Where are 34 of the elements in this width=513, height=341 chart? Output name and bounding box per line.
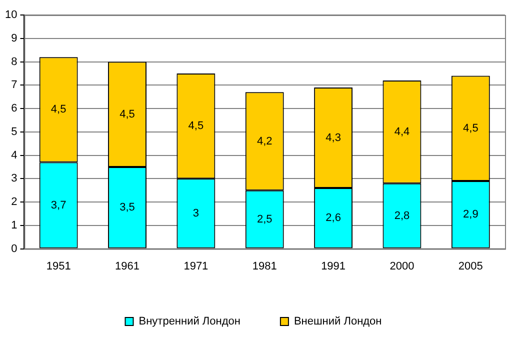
data-label: 2,5 <box>256 213 272 226</box>
data-label: 2,9 <box>463 208 478 221</box>
data-label: 4,3 <box>326 132 341 144</box>
data-label: 2,8 <box>394 210 410 222</box>
data-label: 4,5 <box>463 122 478 134</box>
x-tick-label: 2000 <box>390 260 414 272</box>
x-tick-label: 1991 <box>321 260 346 272</box>
y-tick-label: 5 <box>11 126 18 138</box>
x-tick-label: 1951 <box>46 260 71 272</box>
y-tick-label: 7 <box>11 79 18 92</box>
data-label: 4,5 <box>120 108 135 120</box>
data-label: 3,5 <box>120 202 135 214</box>
x-tick-label: 1981 <box>252 260 277 272</box>
data-label: 4,2 <box>256 135 272 148</box>
y-tick-label: 2 <box>11 196 18 208</box>
data-label: 3,7 <box>50 199 66 212</box>
legend-label: Внутренний Лондон <box>138 316 240 328</box>
legend-label: Внешний Лондон <box>294 316 382 328</box>
data-label: 4,5 <box>50 104 66 116</box>
y-tick-label: 3 <box>11 172 18 185</box>
y-tick-label: 0 <box>11 242 18 255</box>
data-label: 4,4 <box>394 126 410 138</box>
y-tick-label: 1 <box>11 219 18 232</box>
x-tick-label: 1971 <box>184 260 208 272</box>
x-tick-label: 1961 <box>115 260 140 272</box>
y-tick-label: 4 <box>11 149 18 162</box>
data-label: 4,5 <box>188 120 204 132</box>
y-tick-label: 8 <box>11 56 18 68</box>
x-tick-label: 2005 <box>458 260 483 272</box>
y-tick-label: 6 <box>11 102 18 115</box>
data-label: 3 <box>192 208 199 220</box>
y-tick-label: 10 <box>4 9 18 22</box>
y-tick-label: 9 <box>11 32 18 44</box>
data-label: 2,6 <box>326 212 341 224</box>
